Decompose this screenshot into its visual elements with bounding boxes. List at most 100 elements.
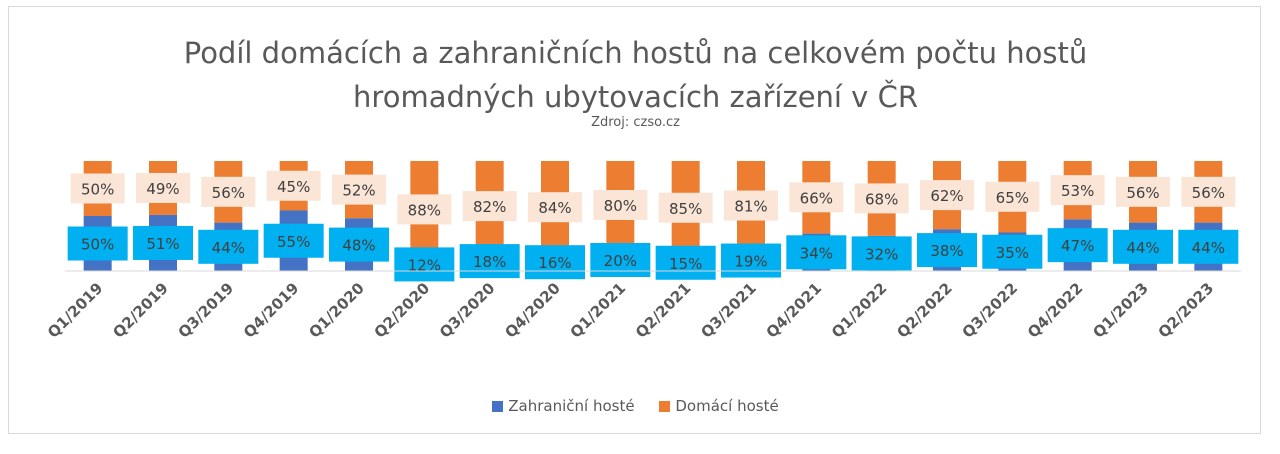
data-label-foreign: 51%: [146, 235, 179, 253]
x-tick-label: Q4/2021: [763, 279, 826, 342]
data-label-foreign: 20%: [604, 252, 637, 270]
legend-label-domestic: Domácí hosté: [675, 397, 779, 415]
legend-swatch-foreign: [492, 400, 504, 412]
data-label-domestic: 45%: [277, 178, 310, 196]
data-label-bg-foreign: [67, 226, 128, 261]
data-label-domestic: 56%: [1126, 184, 1159, 202]
data-label-bg-foreign: [1113, 229, 1173, 264]
data-label-bg-domestic: [658, 192, 713, 223]
data-label-foreign: 18%: [473, 253, 506, 271]
x-tick-label: Q2/2019: [109, 279, 172, 342]
data-label-bg-domestic: [920, 180, 974, 211]
data-label-bg-foreign: [851, 236, 912, 271]
x-tick-label: Q2/2023: [1155, 279, 1218, 342]
x-tick-label: Q4/2020: [501, 279, 564, 342]
legend-item-foreign: Zahraniční hosté: [492, 397, 635, 415]
data-label-bg-domestic: [266, 170, 321, 201]
data-label-bg-foreign: [263, 223, 324, 258]
x-tick-label: Q3/2021: [697, 279, 760, 342]
x-tick-label: Q1/2022: [828, 279, 891, 342]
plot-area: 50% 50% Q1/2019 49% 51% Q2/2019 56% 44% Q3/2019 4…: [44, 161, 1241, 342]
data-label-domestic: 53%: [1061, 182, 1094, 200]
data-label-bg-foreign: [394, 247, 455, 282]
data-label-domestic: 56%: [212, 184, 245, 202]
data-label-bg-domestic: [462, 191, 517, 222]
data-label-bg-domestic: [854, 183, 909, 214]
legend-swatch-domestic: [659, 400, 671, 412]
data-label-domestic: 80%: [604, 197, 637, 215]
x-tick-label: Q4/2019: [240, 279, 303, 342]
data-label-bg-foreign: [1178, 229, 1239, 264]
data-label-domestic: 49%: [146, 180, 179, 198]
data-label-bg-foreign: [655, 245, 716, 280]
x-tick-label: Q3/2020: [436, 279, 499, 342]
data-label-foreign: 48%: [342, 237, 375, 255]
data-label-bg-foreign: [133, 225, 193, 260]
data-label-foreign: 34%: [800, 244, 833, 262]
data-label-bg-domestic: [528, 192, 582, 223]
x-tick-label: Q2/2022: [893, 279, 956, 342]
data-label-foreign: 44%: [1126, 239, 1159, 257]
x-tick-label: Q4/2022: [1024, 279, 1087, 342]
data-label-domestic: 68%: [865, 190, 898, 208]
data-label-bg-foreign: [1047, 228, 1108, 263]
chart-subtitle: Zdroj: czso.cz: [591, 115, 680, 130]
data-label-domestic: 88%: [408, 201, 441, 219]
data-label-domestic: 56%: [1192, 184, 1225, 202]
data-label-domestic: 84%: [538, 199, 571, 217]
data-label-domestic: 65%: [996, 189, 1029, 207]
data-label-bg-domestic: [397, 194, 452, 225]
x-tick-label: Q3/2022: [959, 279, 1022, 342]
data-label-bg-foreign: [721, 243, 781, 278]
data-label-bg-domestic: [332, 174, 386, 205]
data-label-bg-domestic: [1181, 176, 1236, 207]
data-label-bg-foreign: [982, 234, 1043, 269]
data-label-foreign: 44%: [212, 239, 245, 257]
data-label-bg-domestic: [724, 190, 778, 221]
data-label-bg-domestic: [1050, 175, 1105, 206]
data-label-bg-foreign: [917, 233, 977, 268]
data-label-foreign: 35%: [996, 244, 1029, 262]
legend-item-domestic: Domácí hosté: [659, 397, 779, 415]
x-tick-label: Q1/2020: [305, 279, 368, 342]
data-label-foreign: 15%: [669, 255, 702, 273]
data-label-bg-domestic: [789, 182, 844, 213]
data-label-domestic: 82%: [473, 198, 506, 216]
data-label-bg-domestic: [136, 172, 190, 203]
data-label-bg-domestic: [1116, 176, 1170, 207]
legend: Zahraniční hosté Domácí hosté: [9, 397, 1262, 416]
chart-frame: Podíl domácích a zahraničních hostů na c…: [8, 6, 1261, 434]
data-label-bg-foreign: [525, 245, 585, 280]
data-label-foreign: 19%: [734, 253, 767, 271]
data-label-bg-domestic: [593, 190, 648, 220]
data-label-foreign: 47%: [1061, 237, 1094, 255]
data-label-bg-domestic: [70, 173, 125, 204]
data-label-domestic: 85%: [669, 200, 702, 218]
data-label-domestic: 66%: [800, 189, 833, 207]
data-label-foreign: 50%: [81, 236, 114, 254]
data-label-foreign: 16%: [538, 254, 571, 272]
x-tick-label: Q1/2019: [44, 279, 107, 342]
data-label-foreign: 38%: [930, 242, 963, 260]
x-tick-label: Q1/2023: [1089, 279, 1152, 342]
chart-title: Podíl domácích a zahraničních hostů na c…: [9, 31, 1262, 119]
data-label-foreign: 32%: [865, 245, 898, 263]
data-label-domestic: 52%: [342, 182, 375, 200]
legend-label-foreign: Zahraniční hosté: [508, 397, 635, 415]
data-label-bg-foreign: [198, 229, 259, 264]
data-label-foreign: 12%: [408, 256, 441, 274]
x-tick-label: Q2/2020: [371, 279, 434, 342]
data-label-bg-foreign: [459, 244, 520, 279]
chart-title-line-1: Podíl domácích a zahraničních hostů na c…: [183, 36, 1088, 70]
data-label-bg-foreign: [329, 227, 389, 262]
data-label-domestic: 62%: [930, 187, 963, 205]
chart-title-line-2: hromadných ubytovacích zařízení v ČR: [353, 80, 918, 114]
data-label-domestic: 81%: [734, 198, 767, 216]
x-tick-label: Q2/2021: [632, 279, 695, 342]
data-label-domestic: 50%: [81, 181, 114, 199]
data-label-bg-domestic: [201, 176, 256, 207]
data-label-foreign: 44%: [1192, 239, 1225, 257]
data-label-bg-domestic: [985, 181, 1040, 212]
x-tick-label: Q1/2021: [567, 279, 630, 342]
data-label-foreign: 55%: [277, 233, 310, 251]
